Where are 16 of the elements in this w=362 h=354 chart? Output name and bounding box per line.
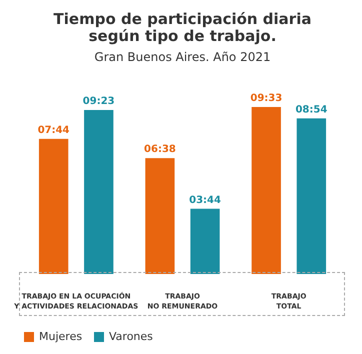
chart-title: Tiempo de participación diaria según tipo de trabajo. [54, 10, 312, 45]
legend-label: Mujeres [39, 330, 82, 343]
data-label: 09:33 [250, 93, 282, 104]
bar [84, 110, 114, 274]
data-label: 03:44 [189, 194, 222, 206]
bar [296, 118, 326, 274]
data-label: 07:44 [38, 124, 70, 136]
bar [190, 208, 220, 274]
bar [38, 138, 68, 274]
legend-label: Varones [109, 330, 154, 343]
chart-subtitle: Gran Buenos Aires. Año 2021 [94, 50, 271, 64]
data-label: 08:54 [295, 104, 328, 116]
bar [252, 107, 281, 274]
bar [145, 158, 175, 274]
data-label: 09:23 [82, 96, 115, 108]
data-label: 06:38 [144, 144, 176, 156]
